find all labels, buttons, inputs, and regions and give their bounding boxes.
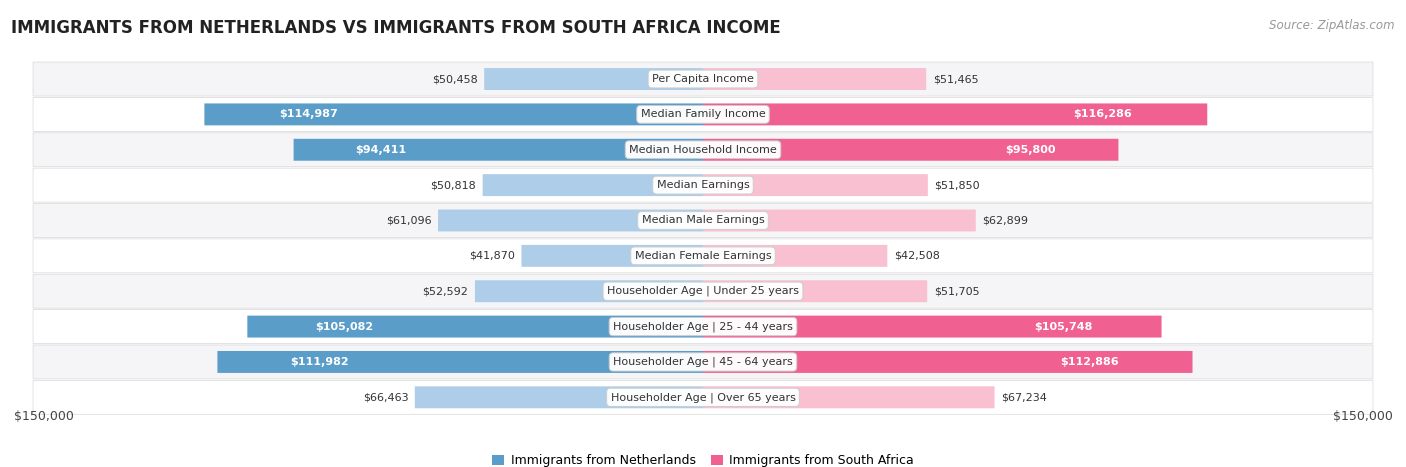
Text: $67,234: $67,234 — [1001, 392, 1047, 402]
FancyBboxPatch shape — [34, 62, 1372, 96]
Text: $50,818: $50,818 — [430, 180, 477, 190]
FancyBboxPatch shape — [439, 210, 703, 232]
Legend: Immigrants from Netherlands, Immigrants from South Africa: Immigrants from Netherlands, Immigrants … — [486, 449, 920, 467]
FancyBboxPatch shape — [703, 386, 994, 408]
Text: Median Female Earnings: Median Female Earnings — [634, 251, 772, 261]
Text: $66,463: $66,463 — [363, 392, 408, 402]
FancyBboxPatch shape — [703, 210, 976, 232]
FancyBboxPatch shape — [34, 380, 1372, 414]
FancyBboxPatch shape — [34, 204, 1372, 237]
Text: $95,800: $95,800 — [1005, 145, 1056, 155]
Text: $105,748: $105,748 — [1035, 322, 1092, 332]
FancyBboxPatch shape — [34, 168, 1372, 202]
Text: $150,000: $150,000 — [14, 410, 73, 423]
FancyBboxPatch shape — [482, 174, 703, 196]
FancyBboxPatch shape — [34, 274, 1372, 308]
FancyBboxPatch shape — [703, 68, 927, 90]
FancyBboxPatch shape — [34, 239, 1372, 273]
Text: $111,982: $111,982 — [290, 357, 349, 367]
FancyBboxPatch shape — [415, 386, 703, 408]
FancyBboxPatch shape — [34, 310, 1372, 344]
Text: $105,082: $105,082 — [316, 322, 374, 332]
Text: Median Earnings: Median Earnings — [657, 180, 749, 190]
FancyBboxPatch shape — [218, 351, 703, 373]
Text: Median Family Income: Median Family Income — [641, 109, 765, 120]
Text: $50,458: $50,458 — [432, 74, 478, 84]
FancyBboxPatch shape — [34, 98, 1372, 131]
Text: $62,899: $62,899 — [983, 215, 1028, 226]
FancyBboxPatch shape — [34, 133, 1372, 167]
Text: IMMIGRANTS FROM NETHERLANDS VS IMMIGRANTS FROM SOUTH AFRICA INCOME: IMMIGRANTS FROM NETHERLANDS VS IMMIGRANT… — [11, 19, 780, 37]
Text: $112,886: $112,886 — [1060, 357, 1119, 367]
Text: Householder Age | 25 - 44 years: Householder Age | 25 - 44 years — [613, 321, 793, 332]
Text: $116,286: $116,286 — [1073, 109, 1132, 120]
Text: $150,000: $150,000 — [1333, 410, 1392, 423]
FancyBboxPatch shape — [475, 280, 703, 302]
Text: $61,096: $61,096 — [385, 215, 432, 226]
Text: $94,411: $94,411 — [356, 145, 406, 155]
Text: Source: ZipAtlas.com: Source: ZipAtlas.com — [1270, 19, 1395, 32]
Text: $51,705: $51,705 — [934, 286, 980, 296]
FancyBboxPatch shape — [703, 245, 887, 267]
Text: Householder Age | Under 25 years: Householder Age | Under 25 years — [607, 286, 799, 297]
Text: Householder Age | 45 - 64 years: Householder Age | 45 - 64 years — [613, 357, 793, 367]
Text: $41,870: $41,870 — [470, 251, 515, 261]
FancyBboxPatch shape — [703, 280, 927, 302]
Text: $52,592: $52,592 — [423, 286, 468, 296]
FancyBboxPatch shape — [703, 139, 1118, 161]
Text: Median Male Earnings: Median Male Earnings — [641, 215, 765, 226]
FancyBboxPatch shape — [703, 351, 1192, 373]
FancyBboxPatch shape — [294, 139, 703, 161]
Text: $51,465: $51,465 — [932, 74, 979, 84]
Text: Per Capita Income: Per Capita Income — [652, 74, 754, 84]
FancyBboxPatch shape — [247, 316, 703, 338]
FancyBboxPatch shape — [34, 345, 1372, 379]
FancyBboxPatch shape — [204, 103, 703, 125]
Text: Householder Age | Over 65 years: Householder Age | Over 65 years — [610, 392, 796, 403]
Text: Median Household Income: Median Household Income — [628, 145, 778, 155]
Text: $51,850: $51,850 — [935, 180, 980, 190]
FancyBboxPatch shape — [522, 245, 703, 267]
FancyBboxPatch shape — [703, 174, 928, 196]
FancyBboxPatch shape — [703, 316, 1161, 338]
FancyBboxPatch shape — [703, 103, 1208, 125]
FancyBboxPatch shape — [484, 68, 703, 90]
Text: $114,987: $114,987 — [280, 109, 337, 120]
Text: $42,508: $42,508 — [894, 251, 939, 261]
